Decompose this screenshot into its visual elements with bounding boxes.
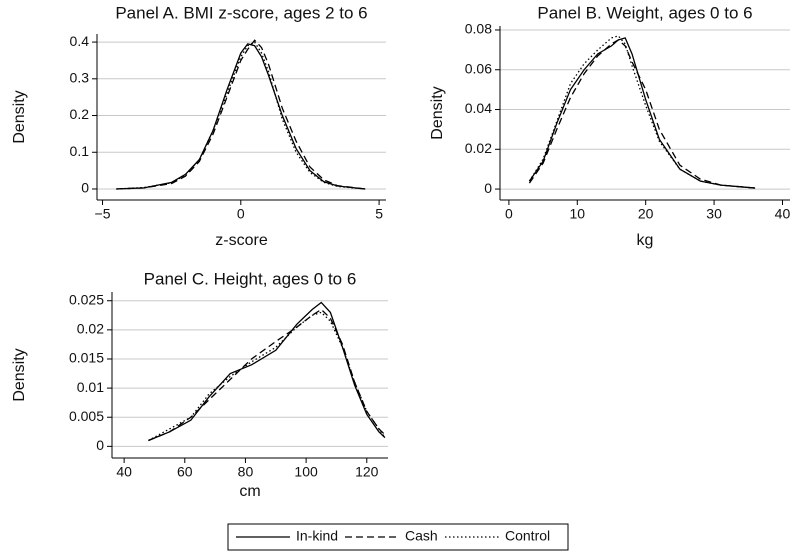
x-tick-label: 0 xyxy=(505,206,513,222)
x-tick-label: 5 xyxy=(375,206,383,222)
y-axis-label: Density xyxy=(11,348,28,401)
x-tick-label: 10 xyxy=(569,206,585,222)
density-line xyxy=(116,43,366,190)
x-tick-label: 40 xyxy=(116,464,132,480)
density-line xyxy=(528,39,756,189)
density-line xyxy=(528,37,756,189)
legend-label: In-kind xyxy=(296,528,338,544)
legend-label: Control xyxy=(505,528,550,544)
y-tick-label: 0.4 xyxy=(70,33,90,49)
y-tick-label: 0.2 xyxy=(70,106,90,122)
y-tick-label: 0.025 xyxy=(69,291,104,307)
legend-label: Cash xyxy=(405,528,438,544)
y-tick-label: 0.01 xyxy=(77,379,104,395)
y-tick-label: 0.04 xyxy=(465,100,492,116)
x-tick-label: 60 xyxy=(177,464,193,480)
y-tick-label: 0.02 xyxy=(465,140,492,156)
x-axis-label: z-score xyxy=(215,232,268,249)
y-tick-label: 0.015 xyxy=(69,350,104,366)
y-tick-label: 0.1 xyxy=(70,143,90,159)
x-tick-label: 100 xyxy=(294,464,318,480)
chart-title: Panel A. BMI z-score, ages 2 to 6 xyxy=(115,3,367,22)
density-line xyxy=(116,39,366,190)
density-line xyxy=(148,301,386,442)
y-tick-label: 0.02 xyxy=(77,321,104,337)
x-tick-label: 80 xyxy=(238,464,254,480)
x-tick-label: 40 xyxy=(775,206,791,222)
density-line xyxy=(116,41,366,190)
y-tick-label: 0.005 xyxy=(69,408,104,424)
chart-title: Panel C. Height, ages 0 to 6 xyxy=(144,269,357,288)
y-tick-label: 0.06 xyxy=(465,60,492,76)
y-tick-label: 0 xyxy=(484,180,492,196)
x-tick-label: −5 xyxy=(95,206,111,222)
x-tick-label: 0 xyxy=(237,206,245,222)
density-line xyxy=(148,308,386,442)
y-tick-label: 0 xyxy=(81,180,89,196)
density-line xyxy=(148,311,386,442)
x-tick-label: 120 xyxy=(355,464,379,480)
x-axis-label: cm xyxy=(239,483,260,500)
x-tick-label: 30 xyxy=(706,206,722,222)
y-tick-label: 0.3 xyxy=(70,70,90,86)
chart-title: Panel B. Weight, ages 0 to 6 xyxy=(537,3,752,22)
y-tick-label: 0 xyxy=(96,437,104,453)
y-tick-label: 0.08 xyxy=(465,21,492,37)
y-axis-label: Density xyxy=(11,90,28,143)
density-line xyxy=(528,35,756,189)
x-tick-label: 20 xyxy=(638,206,654,222)
x-axis-label: kg xyxy=(637,232,654,249)
y-axis-label: Density xyxy=(429,86,446,139)
